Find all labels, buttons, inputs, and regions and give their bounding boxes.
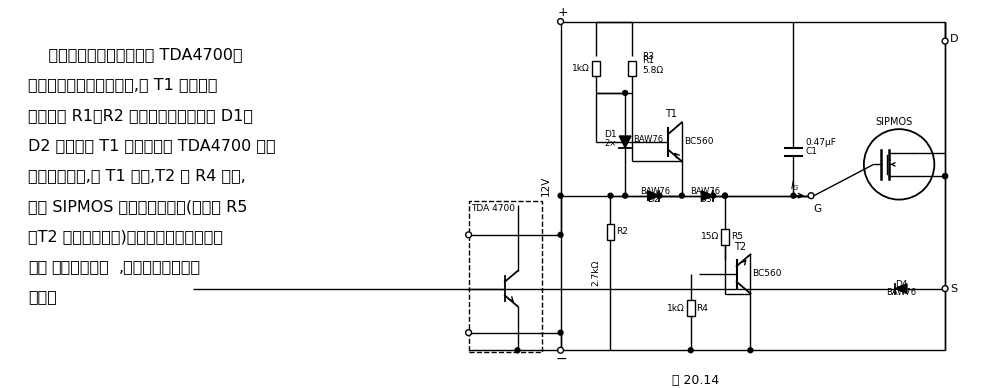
Circle shape	[942, 174, 947, 178]
Circle shape	[722, 193, 727, 198]
Bar	[592, 61, 600, 76]
Text: 15Ω: 15Ω	[700, 232, 719, 241]
Text: 当其中输出晶体管导通时,则 T1 的基极上: 当其中输出晶体管导通时,则 T1 的基极上	[29, 77, 218, 92]
Text: R4: R4	[696, 304, 708, 313]
Circle shape	[942, 174, 947, 178]
Polygon shape	[619, 136, 631, 148]
Text: 5.8Ω: 5.8Ω	[642, 66, 663, 75]
Text: BC560: BC560	[683, 137, 713, 146]
Text: D2 用于防止 T1 过饱和。若 TDA4700 的输: D2 用于防止 T1 过饱和。若 TDA4700 的输	[29, 138, 276, 153]
Text: 12V: 12V	[541, 176, 551, 196]
Circle shape	[808, 193, 814, 199]
Text: R2: R2	[616, 227, 628, 236]
Circle shape	[558, 193, 563, 198]
Circle shape	[623, 193, 628, 198]
Circle shape	[710, 193, 715, 198]
Polygon shape	[895, 284, 907, 293]
Circle shape	[688, 348, 693, 353]
Text: ,故电路电流的消耗: ,故电路电流的消耗	[118, 259, 200, 274]
Text: 与T2 串联电路两端)作为限流电阻。由于采: 与T2 串联电路两端)作为限流电阻。由于采	[29, 229, 223, 244]
Text: +: +	[558, 5, 567, 19]
Text: 0.47μF: 0.47μF	[806, 139, 836, 147]
Text: D1: D1	[604, 130, 616, 139]
Text: $I_G$: $I_G$	[790, 179, 800, 193]
Bar	[606, 224, 614, 240]
Text: D: D	[950, 34, 958, 44]
Bar	[686, 300, 694, 316]
Text: BAW76: BAW76	[690, 187, 720, 196]
Text: 2.7kΩ: 2.7kΩ	[591, 260, 601, 286]
Text: 此时 SIPMOS 晶体管输入电容(跨接在 R5: 此时 SIPMOS 晶体管输入电容(跨接在 R5	[29, 199, 248, 214]
Text: BAW76: BAW76	[886, 288, 917, 298]
Polygon shape	[648, 191, 660, 201]
Text: TDA 4700: TDA 4700	[471, 204, 516, 213]
Circle shape	[791, 193, 796, 198]
Circle shape	[465, 232, 471, 238]
Circle shape	[722, 193, 727, 198]
Circle shape	[623, 90, 628, 95]
Circle shape	[558, 232, 563, 237]
Text: R1: R1	[642, 56, 654, 65]
Text: D2: D2	[647, 194, 660, 204]
Circle shape	[680, 193, 684, 198]
Circle shape	[558, 330, 563, 335]
Bar	[628, 61, 636, 76]
Circle shape	[608, 193, 613, 198]
Text: BAW76: BAW76	[640, 187, 670, 196]
Text: 很小。: 很小。	[29, 289, 58, 305]
Text: 1kΩ: 1kΩ	[667, 304, 684, 313]
Text: D3: D3	[699, 194, 711, 204]
Circle shape	[515, 348, 520, 353]
Text: −: −	[556, 352, 567, 366]
Circle shape	[942, 38, 948, 44]
Text: 该电路输入端接集成电路 TDA4700，: 该电路输入端接集成电路 TDA4700，	[29, 47, 243, 62]
Bar	[721, 229, 729, 244]
Text: SIPMOS: SIPMOS	[876, 118, 913, 127]
Circle shape	[942, 286, 948, 291]
Text: D4: D4	[895, 280, 908, 289]
Text: 2×: 2×	[604, 139, 616, 148]
Text: R5: R5	[731, 232, 743, 241]
Text: 推挽控制方式: 推挽控制方式	[51, 259, 108, 274]
Circle shape	[558, 19, 563, 24]
Circle shape	[748, 348, 753, 353]
Text: G: G	[813, 204, 821, 215]
Text: R3: R3	[642, 52, 654, 61]
Circle shape	[558, 347, 563, 353]
Polygon shape	[701, 191, 713, 201]
Text: 图 20.14: 图 20.14	[672, 374, 719, 387]
Circle shape	[657, 193, 662, 198]
Text: T2: T2	[733, 242, 746, 251]
Text: 出晶体管截止,则 T1 截止,T2 由 R4 控制,: 出晶体管截止,则 T1 截止,T2 由 R4 控制,	[29, 168, 246, 183]
Text: 用了: 用了	[29, 259, 48, 274]
Circle shape	[465, 330, 471, 336]
Text: 就加有由 R1、R2 决定的电压。二极管 D1、: 就加有由 R1、R2 决定的电压。二极管 D1、	[29, 107, 253, 123]
Text: S: S	[950, 284, 957, 294]
Text: BAW76: BAW76	[633, 135, 663, 144]
Text: 1kΩ: 1kΩ	[572, 64, 590, 73]
Text: C1: C1	[806, 147, 817, 156]
Text: T1: T1	[665, 109, 678, 120]
Text: BC560: BC560	[752, 269, 782, 279]
